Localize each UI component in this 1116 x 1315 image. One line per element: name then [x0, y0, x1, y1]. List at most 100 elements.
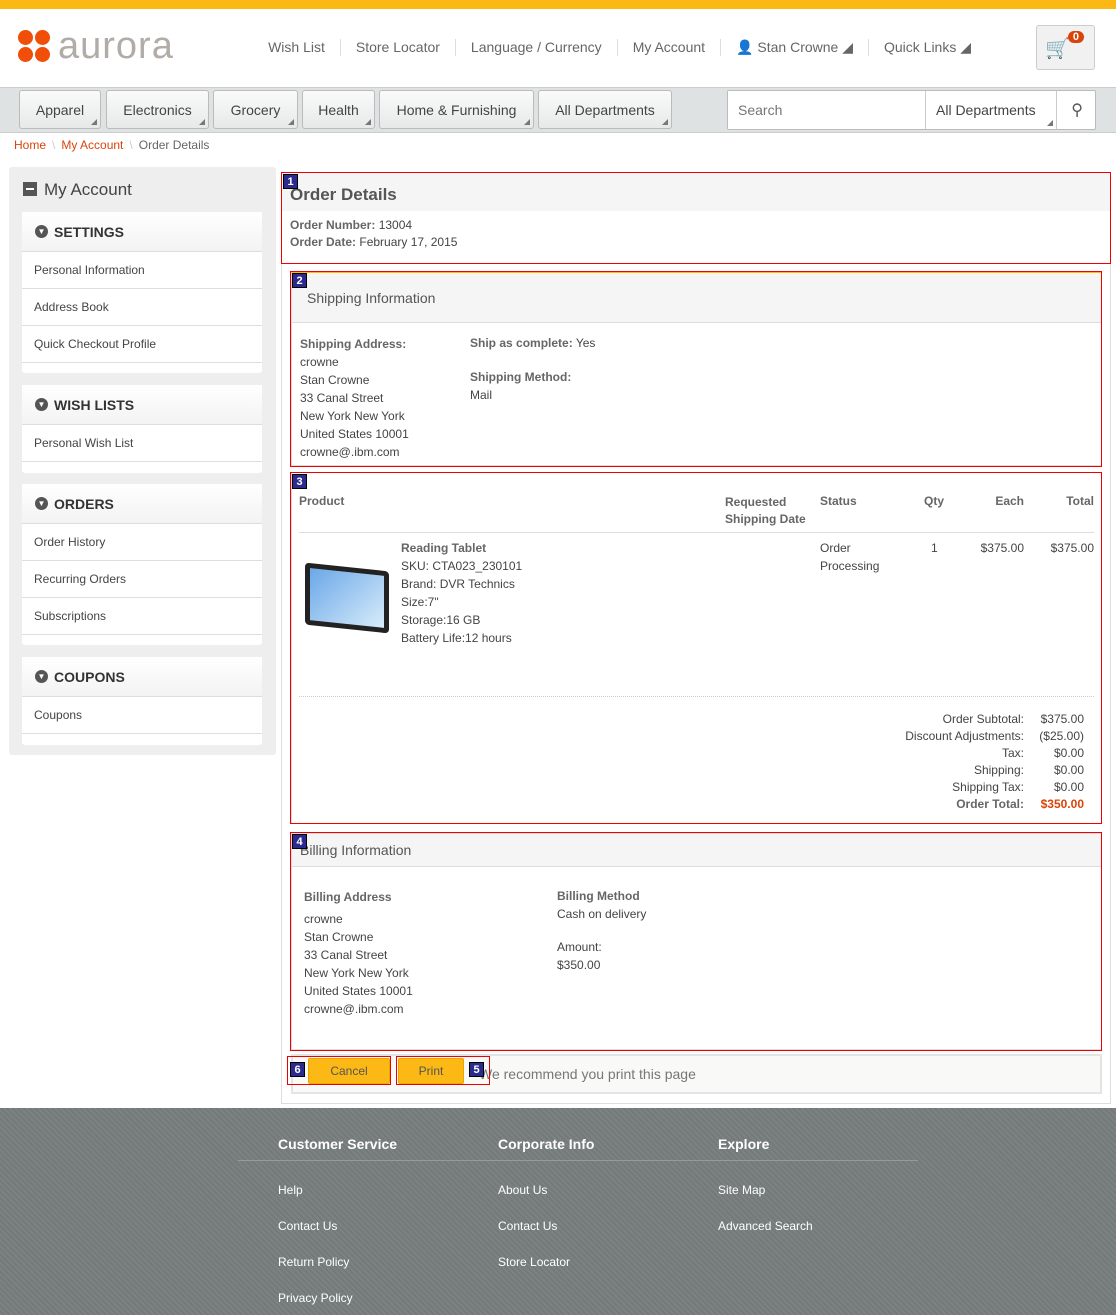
breadcrumb-current: Order Details: [138, 138, 210, 152]
mark-label: 4: [292, 834, 307, 849]
group-title: COUPONS: [54, 668, 125, 685]
nav-apparel[interactable]: Apparel: [19, 90, 101, 129]
shipping-address: crowne Stan Crowne 33 Canal Street New York…: [300, 353, 409, 461]
nav-grocery[interactable]: Grocery: [213, 90, 298, 129]
orders-header[interactable]: ▼ ORDERS: [22, 484, 262, 524]
wish-lists-group: ▼ WISH LISTS Personal Wish List: [22, 385, 262, 473]
product-image[interactable]: [305, 562, 389, 634]
order-summary: Order Subtotal: $375.00 Discount Adjustmen…: [905, 711, 1084, 813]
print-button[interactable]: Print: [398, 1058, 464, 1084]
billing-address: crowne Stan Crowne 33 Canal Street New York…: [304, 910, 413, 1018]
shipping-address-label: Shipping Address:: [300, 337, 407, 351]
amount-value: $350.00: [557, 958, 601, 972]
order-number-label: Order Number:: [290, 218, 376, 232]
page-title: Order Details: [290, 185, 397, 204]
my-account-link[interactable]: My Account: [616, 39, 720, 56]
cancel-button[interactable]: Cancel: [308, 1058, 390, 1084]
order-header: Order Details: [282, 173, 1110, 211]
settings-header[interactable]: ▼ SETTINGS: [22, 212, 262, 252]
items-section: Product Requested Shipping Date Status Q…: [291, 472, 1102, 824]
sidebar-item-personal-information[interactable]: Personal Information: [22, 252, 262, 289]
nav-label: Home & Furnishing: [396, 101, 517, 118]
breadcrumb-my-account[interactable]: My Account: [61, 138, 124, 152]
mark-label: 5: [469, 1062, 484, 1077]
sidebar-item-address-book[interactable]: Address Book: [22, 289, 262, 326]
wish-lists-header[interactable]: ▼ WISH LISTS: [22, 385, 262, 425]
footer-link-advanced-search[interactable]: Advanced Search: [718, 1219, 813, 1233]
product-name[interactable]: Reading Tablet: [401, 541, 487, 555]
col-total: Total: [1066, 494, 1094, 508]
nav-all-departments[interactable]: All Departments: [538, 90, 672, 129]
shipping-title: Shipping Information: [292, 273, 1101, 323]
text-line: Brand: DVR Technics: [401, 577, 515, 591]
items-header: Product Requested Shipping Date Status Q…: [299, 493, 1094, 533]
collapse-icon[interactable]: [23, 182, 37, 196]
text-line: crowne@.ibm.com: [300, 445, 400, 459]
search-input[interactable]: [728, 91, 925, 129]
text-line: crowne: [300, 355, 339, 369]
summary-value: $350.00: [1040, 797, 1084, 811]
store-locator-link[interactable]: Store Locator: [339, 39, 455, 56]
coupons-header[interactable]: ▼ COUPONS: [22, 657, 262, 697]
sidebar-item-quick-checkout[interactable]: Quick Checkout Profile: [22, 326, 262, 363]
language-currency-link[interactable]: Language / Currency: [454, 39, 617, 56]
wish-list-link[interactable]: Wish List: [268, 39, 325, 55]
orders-group: ▼ ORDERS Order History Recurring Orders S…: [22, 484, 262, 645]
search-scope-select[interactable]: All Departments: [925, 91, 1057, 129]
summary-row: Shipping: $0.00: [905, 762, 1084, 779]
sidebar-item-recurring-orders[interactable]: Recurring Orders: [22, 561, 262, 598]
order-meta: Order Number: 13004 Order Date: February…: [290, 216, 457, 251]
billing-title: Billing Information: [292, 834, 1101, 867]
summary-label: Shipping Tax:: [952, 780, 1024, 794]
footer-link-help[interactable]: Help: [278, 1183, 303, 1197]
user-menu[interactable]: 👤 Stan Crowne ◢: [720, 39, 868, 56]
chevron-down-icon: ▼: [35, 398, 48, 411]
footer-link-privacy-policy[interactable]: Privacy Policy: [278, 1291, 353, 1305]
search-icon[interactable]: ⚲: [1071, 102, 1083, 119]
text-line: crowne: [304, 912, 343, 926]
chevron-down-icon: ▼: [35, 670, 48, 683]
footer-link-contact[interactable]: Contact Us: [498, 1219, 558, 1233]
breadcrumb-home[interactable]: Home: [14, 138, 47, 152]
mark-label: 3: [292, 474, 307, 489]
chevron-down-icon: ▼: [35, 225, 48, 238]
footer-link-return-policy[interactable]: Return Policy: [278, 1255, 350, 1269]
footer-link-store-locator[interactable]: Store Locator: [498, 1255, 571, 1269]
billing-method-value: Cash on delivery: [557, 907, 647, 921]
col-requested-date: Requested Shipping Date: [725, 495, 806, 526]
amount-label: Amount:: [557, 940, 602, 954]
nav-electronics[interactable]: Electronics: [106, 90, 209, 129]
item-status: Order Processing: [820, 541, 880, 573]
sidebar-item-coupons[interactable]: Coupons: [22, 697, 262, 734]
text-line: New York New York: [304, 966, 409, 980]
top-accent-bar: [0, 0, 1116, 9]
text-line: Storage:16 GB: [401, 613, 481, 627]
mark-label: 1: [283, 174, 298, 189]
shipping-section: Shipping Information Shipping Address: c…: [291, 271, 1102, 466]
logo[interactable]: aurora: [18, 27, 174, 65]
text-line: 33 Canal Street: [304, 948, 388, 962]
header-links: Wish List Store Locator Language / Curre…: [253, 39, 986, 56]
footer-link-site-map[interactable]: Site Map: [718, 1183, 766, 1197]
order-date: February 17, 2015: [359, 235, 458, 249]
col-qty: Qty: [924, 494, 945, 508]
item-total: $375.00: [1050, 541, 1094, 555]
quick-links-menu[interactable]: Quick Links ◢: [867, 39, 986, 56]
nav-label: All Departments: [555, 101, 655, 118]
sidebar-item-subscriptions[interactable]: Subscriptions: [22, 598, 262, 635]
nav-health[interactable]: Health: [302, 90, 375, 129]
sidebar-item-personal-wish-list[interactable]: Personal Wish List: [22, 425, 262, 462]
text-line: United States 10001: [304, 984, 413, 998]
footer-heading: Corporate Info: [458, 1136, 698, 1161]
search-scope-label: All Departments: [936, 102, 1036, 118]
text-line: Stan Crowne: [304, 930, 374, 944]
table-row: Reading Tablet SKU: CTA023_230101 Brand: …: [299, 539, 1094, 697]
footer-link-contact[interactable]: Contact Us: [278, 1219, 338, 1233]
sidebar-item-order-history[interactable]: Order History: [22, 524, 262, 561]
col-each: Each: [995, 494, 1024, 508]
cart-button[interactable]: 🛒 0: [1036, 25, 1095, 70]
user-name: Stan Crowne: [757, 39, 839, 55]
nav-home-furnishing[interactable]: Home & Furnishing: [379, 90, 534, 129]
print-note: We recommend you print this page: [479, 1066, 696, 1082]
footer-link-about[interactable]: About Us: [498, 1183, 548, 1197]
